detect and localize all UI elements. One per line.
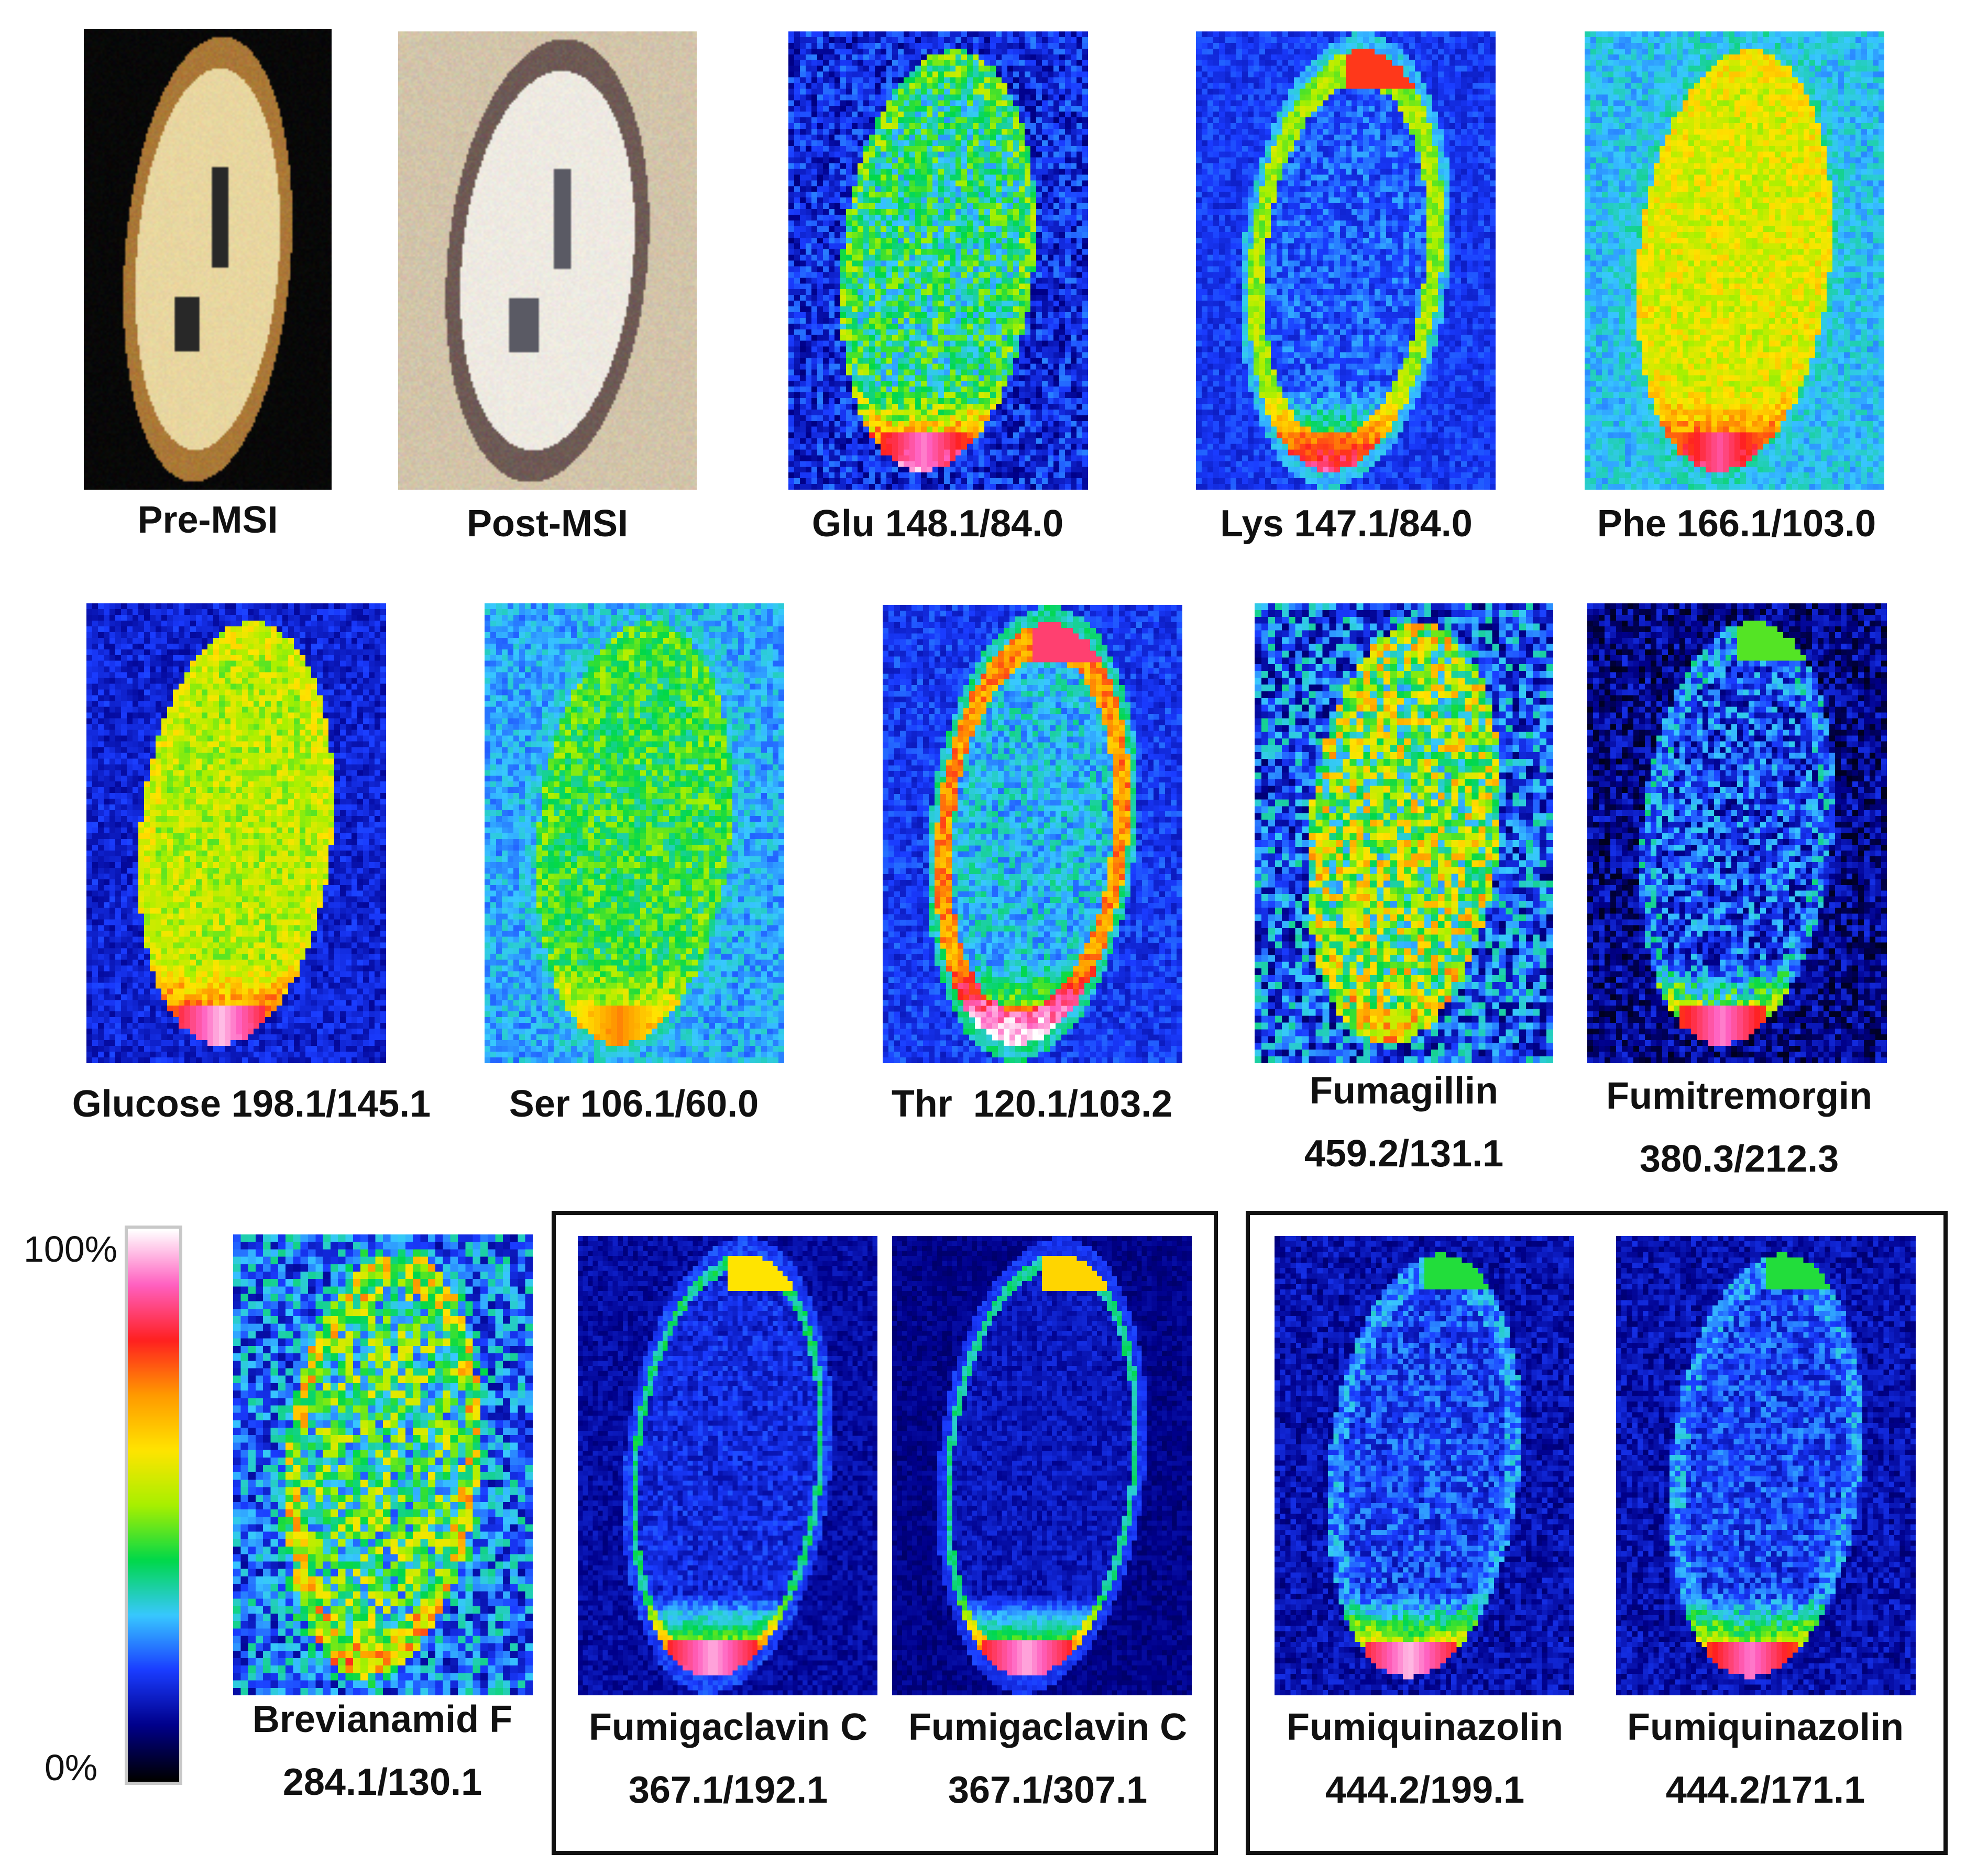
fumigaclavin-192-ion-image xyxy=(578,1236,877,1695)
fumagillin-label-name: Fumagillin xyxy=(1310,1070,1498,1112)
fumitremorgin-label-mz: 380.3/212.3 xyxy=(1639,1138,1839,1180)
thr-ion-image xyxy=(883,605,1182,1063)
pre-msi-label: Pre-MSI xyxy=(137,499,278,541)
colorbar-min-label: 0% xyxy=(45,1747,98,1788)
fumiquinazolin-group-box xyxy=(1246,1211,1948,1855)
fumiquinazolin-199-ion-image xyxy=(1275,1236,1574,1695)
fumiquinazolin-199-label-name: Fumiquinazolin xyxy=(1287,1706,1563,1748)
fumigaclavin-307-label-name: Fumigaclavin C xyxy=(908,1706,1188,1748)
lys-ion-image xyxy=(1196,31,1496,490)
lys-label: Lys 147.1/84.0 xyxy=(1220,503,1473,545)
glu-ion-image xyxy=(788,31,1088,490)
intensity-colorbar xyxy=(125,1226,182,1785)
brevianamid-ion-image xyxy=(233,1234,533,1695)
fumitremorgin-ion-image xyxy=(1587,603,1887,1063)
glu-label: Glu 148.1/84.0 xyxy=(811,503,1064,545)
ser-label: Ser 106.1/60.0 xyxy=(509,1083,759,1125)
post-msi-label: Post-MSI xyxy=(466,503,628,545)
pre-msi-photo xyxy=(84,29,332,490)
fumiquinazolin-171-label-mz: 444.2/171.1 xyxy=(1665,1769,1865,1811)
fumagillin-label-mz: 459.2/131.1 xyxy=(1304,1133,1504,1175)
fumiquinazolin-199-label-mz: 444.2/199.1 xyxy=(1325,1769,1525,1811)
fumigaclavin-307-label-mz: 367.1/307.1 xyxy=(948,1769,1148,1811)
fumigaclavin-192-label-name: Fumigaclavin C xyxy=(588,1706,868,1748)
post-msi-photo xyxy=(398,31,697,490)
fumiquinazolin-171-ion-image xyxy=(1616,1236,1916,1695)
fumigaclavin-307-ion-image xyxy=(892,1236,1192,1695)
phe-label: Phe 166.1/103.0 xyxy=(1597,503,1876,545)
brevianamid-label-mz: 284.1/130.1 xyxy=(282,1761,482,1803)
fumigaclavin-192-label-mz: 367.1/192.1 xyxy=(628,1769,828,1811)
glucose-ion-image xyxy=(86,603,386,1063)
phe-ion-image xyxy=(1585,31,1884,490)
colorbar-max-label: 100% xyxy=(24,1229,118,1270)
fumitremorgin-label-name: Fumitremorgin xyxy=(1606,1075,1872,1117)
fumiquinazolin-171-label-name: Fumiquinazolin xyxy=(1627,1706,1904,1748)
fumigaclavin-group-box xyxy=(552,1211,1218,1855)
ser-ion-image xyxy=(485,603,784,1063)
thr-label: Thr 120.1/103.2 xyxy=(891,1083,1173,1125)
fumagillin-ion-image xyxy=(1255,603,1553,1063)
brevianamid-label-name: Brevianamid F xyxy=(252,1698,513,1740)
glucose-label: Glucose 198.1/145.1 xyxy=(72,1083,431,1125)
